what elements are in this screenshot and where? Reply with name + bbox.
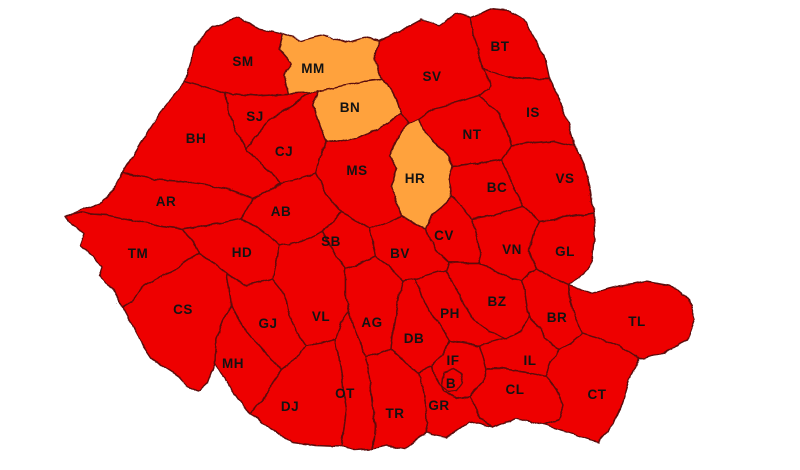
county-ct: [541, 331, 639, 442]
county-tl: [567, 279, 695, 359]
county-b: [439, 368, 463, 392]
county-sm: [183, 16, 291, 96]
